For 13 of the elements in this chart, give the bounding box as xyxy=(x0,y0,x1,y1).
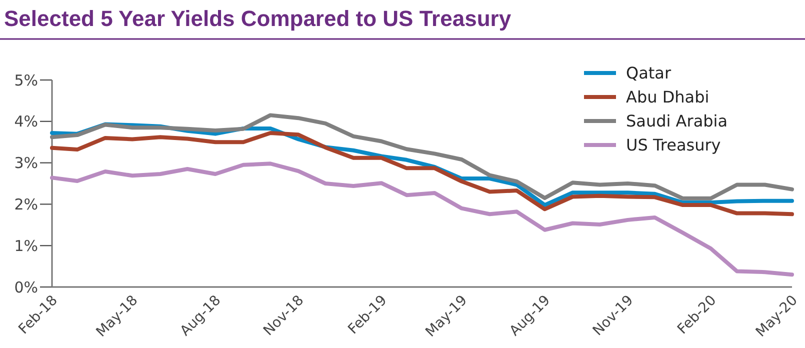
y-tick-label: 3% xyxy=(14,154,38,172)
y-tick-label: 1% xyxy=(14,236,38,255)
y-tick-label: 2% xyxy=(14,195,38,214)
line-series xyxy=(50,162,794,277)
legend-label: Qatar xyxy=(626,64,672,83)
y-tick-label: 5% xyxy=(14,71,38,90)
legend-label: US Treasury xyxy=(626,136,721,155)
legend-label: Saudi Arabia xyxy=(626,112,728,131)
y-tick-label: 0% xyxy=(14,278,38,296)
line-series xyxy=(50,130,794,216)
legend-label: Abu Dhabi xyxy=(626,88,710,107)
chart-title: Selected 5 Year Yields Compared to US Treasury xyxy=(4,6,512,31)
y-tick-label: 4% xyxy=(14,112,38,131)
